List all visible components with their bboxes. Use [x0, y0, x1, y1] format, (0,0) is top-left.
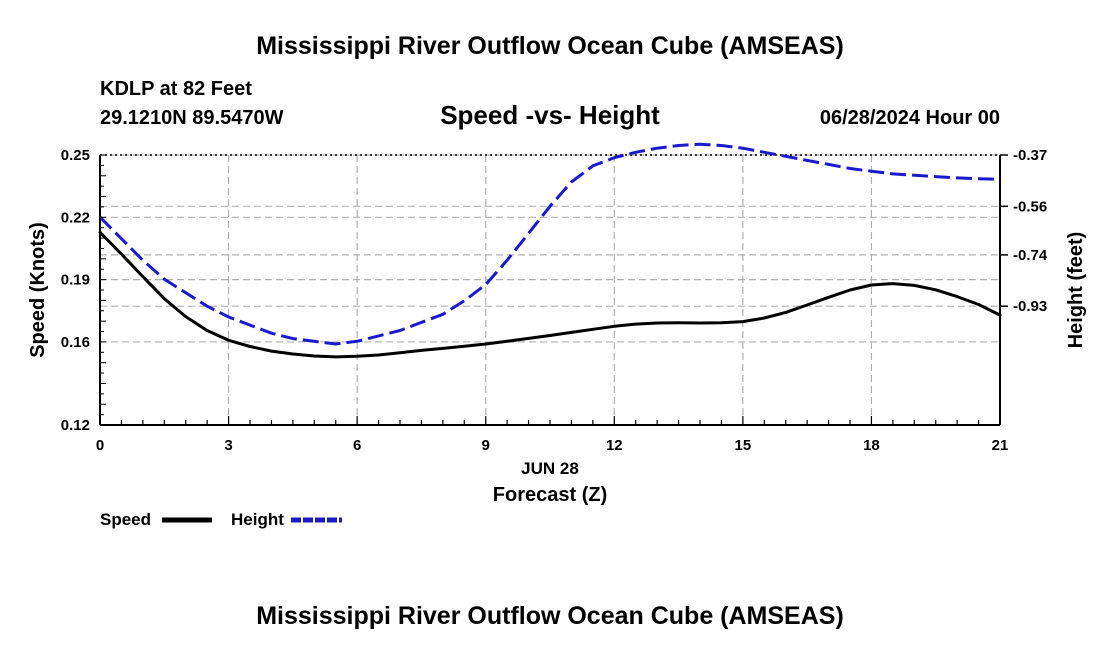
x-tick-label: 0: [96, 437, 104, 454]
series-line-height: [98, 142, 1001, 346]
legend-speed-label: Speed: [100, 510, 151, 529]
legend-height-label: Height: [231, 510, 284, 529]
legend: Speed Height: [100, 510, 342, 529]
y-right-tick-label: -0.37: [1013, 147, 1047, 164]
x-tick-label: 12: [606, 437, 623, 454]
series-line-speed: [98, 230, 1002, 359]
y-left-tick-label: 0.25: [61, 147, 90, 164]
y-left-axis-label: Speed (Knots): [27, 222, 49, 358]
axes: [99, 154, 1008, 426]
main-title: Mississippi River Outflow Ocean Cube (AM…: [256, 32, 844, 60]
y-right-axis-label: Height (feet): [1065, 232, 1087, 349]
station-label: KDLP at 82 Feet: [100, 78, 252, 100]
x-tick-label: 9: [482, 437, 490, 454]
x-tick-label: 3: [224, 437, 232, 454]
grid: [100, 154, 1000, 425]
x-tick-label: 18: [863, 437, 880, 454]
x-tick-label: 6: [353, 437, 361, 454]
chart-title: Speed -vs- Height: [440, 100, 660, 130]
coordinates-label: 29.1210N 89.5470W: [100, 107, 284, 129]
x-date-label: JUN 28: [521, 459, 579, 478]
date-label: 06/28/2024 Hour 00: [820, 107, 1000, 129]
x-tick-label: 21: [992, 437, 1009, 454]
series-layer: [98, 142, 1002, 359]
y-left-tick-label: 0.22: [61, 209, 90, 226]
y-left-tick-label: 0.19: [61, 272, 90, 289]
y-left-tick-label: 0.12: [61, 417, 90, 434]
y-right-tick-label: -0.74: [1013, 247, 1048, 264]
x-axis-label: Forecast (Z): [493, 484, 607, 506]
x-tick-label: 15: [735, 437, 752, 454]
tick-labels: 0 3 6 9 12 15 18 21 0.12 0.16 0.19 0.22 0.25 -0.37 -0.…: [61, 147, 1048, 454]
y-right-tick-label: -0.93: [1013, 298, 1047, 315]
y-left-tick-label: 0.16: [61, 334, 90, 351]
y-right-tick-label: -0.56: [1013, 198, 1047, 215]
footer-title: Mississippi River Outflow Ocean Cube (AM…: [256, 602, 844, 630]
